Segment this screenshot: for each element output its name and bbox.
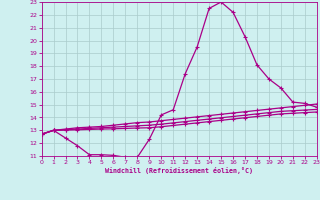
X-axis label: Windchill (Refroidissement éolien,°C): Windchill (Refroidissement éolien,°C)	[105, 167, 253, 174]
